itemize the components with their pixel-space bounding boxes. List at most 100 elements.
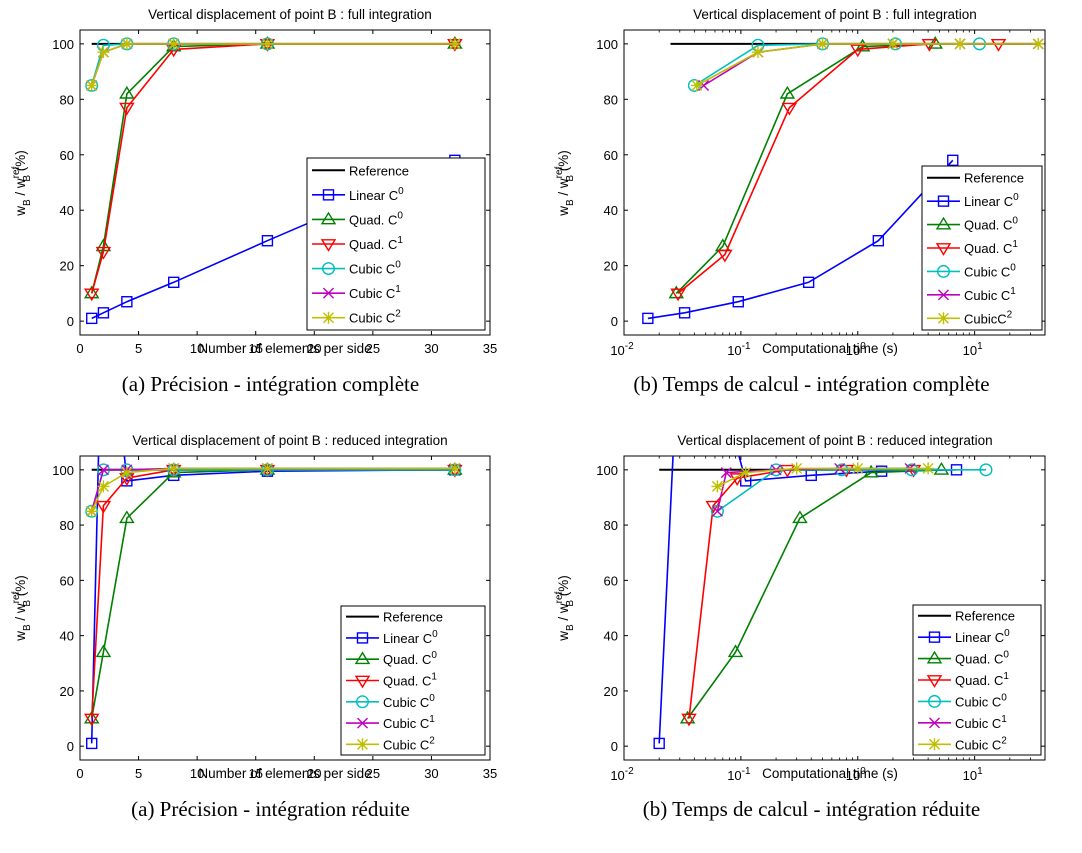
data-point: [710, 504, 724, 518]
data-point: [790, 462, 803, 475]
data-point: [781, 102, 798, 116]
data-point: [732, 296, 744, 308]
legend-label: Reference: [955, 609, 1015, 624]
caption-time-full: (b) Temps de calcul - intégration complè…: [633, 372, 990, 396]
chart-title: Vertical displacement of point B : reduc…: [677, 433, 992, 448]
data-point: [850, 44, 866, 58]
data-point: [751, 46, 764, 59]
data-point: [167, 462, 180, 475]
legend-marker: [928, 738, 941, 751]
y-tick-label: 80: [60, 518, 74, 533]
data-point: [83, 713, 100, 727]
legend-label: Quad. C1: [955, 671, 1009, 688]
legend-label: Cubic C0: [964, 262, 1016, 279]
plot-frame: [79, 29, 491, 336]
y-tick-label: 80: [604, 518, 618, 533]
data-point: [642, 312, 654, 325]
y-tick-label: 60: [60, 148, 74, 163]
y-axis-label: wB / wrefB (%): [554, 150, 576, 217]
series-line: [90, 467, 455, 512]
legend-label: Cubic C1: [964, 286, 1016, 303]
data-point: [653, 737, 665, 750]
legend-label: Cubic C2: [955, 735, 1007, 752]
data-point: [168, 276, 180, 289]
legend-item-quad-c0: Quad. C0: [346, 650, 437, 667]
legend-marker: [322, 262, 336, 276]
data-point: [97, 464, 109, 476]
legend-item-cubic-c2: Cubic C2: [312, 309, 401, 326]
data-point: [86, 312, 98, 325]
data-point: [921, 38, 938, 52]
data-point: [954, 37, 967, 50]
legend-item-cubic-c2: Cubic C2: [346, 735, 435, 752]
legend-item-cubic-c1: Cubic C1: [346, 714, 435, 731]
x-tick-label: 10-2: [610, 766, 634, 783]
y-tick-label: 40: [60, 203, 74, 218]
y-tick-label: 60: [604, 148, 618, 163]
data-point: [678, 244, 688, 254]
legend-item-cubic-c2: Cubic C2: [918, 735, 1007, 752]
chart-title: Vertical displacement of point B : full …: [693, 7, 977, 22]
series-line: [91, 159, 456, 320]
y-tick-label: 20: [604, 259, 618, 274]
legend-label: Quad. C0: [383, 650, 437, 667]
legend-label: Linear C0: [383, 629, 438, 646]
x-tick-label: 20: [307, 766, 321, 781]
legend-label: Linear C0: [349, 186, 404, 203]
x-tick-label: 15: [248, 766, 262, 781]
legend-label: Reference: [383, 610, 443, 625]
data-point: [711, 480, 724, 493]
series-line: [90, 456, 455, 744]
chart-time-reduced: Vertical displacement of point B : reduc…: [554, 244, 1046, 783]
x-axis-label: Computational time (s): [762, 766, 898, 781]
legend-marker: [354, 675, 371, 689]
data-point: [120, 466, 133, 479]
plot-frame: [79, 455, 491, 761]
y-tick-label: 0: [67, 739, 74, 754]
legend-marker: [938, 289, 949, 301]
legend-label: Cubic C0: [349, 260, 401, 277]
legend-label: Quad. C1: [383, 672, 437, 689]
data-point: [979, 463, 993, 477]
legend: Reference Linear C0 Quad. C0 Quad. C1 Cubic …: [912, 604, 1042, 756]
legend-label: Linear C0: [964, 192, 1019, 209]
data-point: [86, 737, 98, 750]
legend-label: Cubic C2: [349, 309, 401, 326]
data-point: [670, 288, 686, 302]
x-tick-label: 10-2: [610, 341, 634, 358]
data-point: [863, 464, 879, 478]
legend-marker: [354, 651, 371, 665]
legend-item-quad-c1: Quad. C1: [927, 239, 1018, 256]
legend-marker: [320, 239, 337, 252]
data-point: [95, 644, 112, 658]
legend-item-cubic-c0: Cubic C0: [927, 262, 1016, 279]
series-line: [90, 43, 455, 86]
data-point: [851, 462, 864, 475]
data-point: [678, 307, 691, 319]
data-point: [97, 46, 110, 59]
series-cubic-c2: [711, 462, 935, 493]
x-tick-label: 10-1: [727, 341, 751, 358]
legend-item-cubic-c1: Cubic C1: [918, 714, 1007, 731]
x-tick-label: 35: [483, 766, 497, 781]
series-group: [642, 36, 1045, 325]
series-line: [675, 43, 936, 294]
y-tick-label: 80: [60, 92, 74, 107]
data-point: [872, 235, 885, 247]
legend-label: Quad. C1: [349, 235, 403, 252]
data-point: [120, 37, 133, 50]
series-cubic-c2: [85, 37, 461, 92]
y-tick-label: 0: [67, 314, 74, 329]
legend-marker: [323, 287, 334, 299]
plot-frame: [623, 29, 1046, 336]
legend-marker: [357, 717, 368, 729]
data-point: [729, 473, 745, 486]
legend-item-reference: Reference: [312, 163, 409, 178]
data-point: [886, 37, 899, 50]
data-point: [739, 466, 752, 479]
data-point: [835, 463, 849, 477]
legend-item-cubic-c0: Cubic C0: [918, 692, 1007, 709]
legend-label: Cubic C1: [349, 284, 401, 301]
series-line: [647, 159, 954, 320]
legend-label: Reference: [964, 171, 1024, 186]
